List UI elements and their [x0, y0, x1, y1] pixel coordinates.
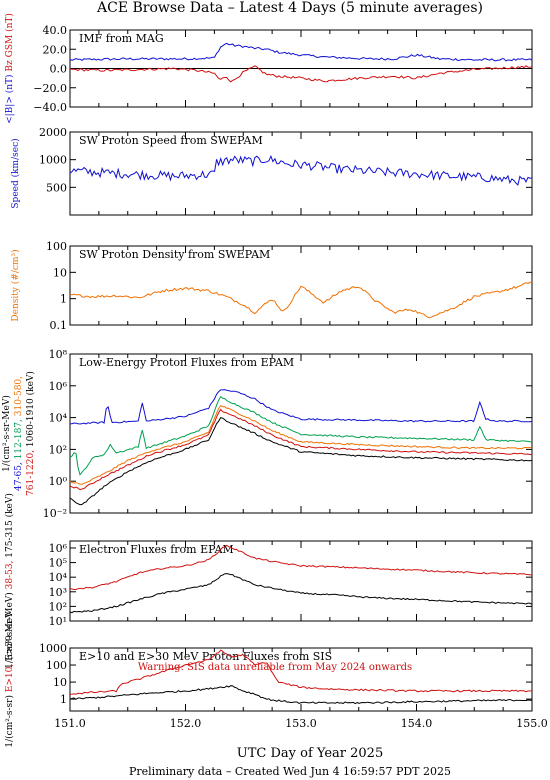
y-tick-label: 10: [53, 676, 67, 689]
y-tick-label: 10¹: [49, 615, 67, 628]
series-line-38-53: [69, 544, 533, 591]
y-tick-label: 10⁻²: [43, 507, 67, 520]
y-tick-label: 2000: [39, 126, 67, 139]
y-tick-label: 10⁴: [49, 412, 68, 425]
y-tick-label: 10⁸: [49, 348, 68, 361]
y-tick-label: 1: [60, 293, 67, 306]
panel-title: Low-Energy Proton Fluxes from EPAM: [79, 356, 294, 369]
panel-title: Electron Fluxes from EPAM: [79, 543, 234, 556]
y-tick-label: 100: [46, 240, 67, 253]
panel-title: E>10 and E>30 MeV Proton Fluxes from SIS: [79, 650, 332, 663]
y-axis-label: 1/(cm²-s-sr-MeV) 38-53, 175-315 (keV): [4, 493, 15, 669]
y-tick-label: 40.0: [43, 24, 68, 37]
y-label-part: 112-187,: [14, 416, 24, 459]
y-axis-label: Speed (km/sec): [10, 138, 21, 208]
panel-1: IMF from MAG −40.0 −20.0 0.0 20.0 40.0 <|B|> (…: [4, 13, 533, 124]
y-tick-label: 10³: [49, 586, 67, 599]
series-line-bz-gsm: [69, 65, 533, 83]
series-line-e-30: [69, 685, 533, 705]
panel-title: IMF from MAG: [79, 32, 164, 45]
y-label-part: Bz GSM (nT): [4, 13, 15, 71]
footer-note: Preliminary data – Created Wed Jun 4 16:…: [129, 765, 451, 778]
x-tick-label: 153.0: [285, 717, 317, 730]
y-tick-label: 10⁴: [49, 571, 68, 584]
plot-frame: [69, 353, 533, 514]
y-axis-label-legend: 761-1220, 1060-1910 (keV): [25, 371, 36, 496]
panel-title: SW Proton Density from SWEPAM: [79, 248, 270, 261]
y-tick-label: 1000: [39, 154, 67, 167]
y-label-part: 38-53,: [5, 558, 15, 590]
x-axis-label: UTC Day of Year 2025: [237, 746, 383, 761]
y-label-part: 310-580,: [14, 376, 24, 416]
y-label-part: 175-315 (keV): [4, 493, 15, 558]
y-label-part: 1/(cm²-s-sr-MeV): [4, 589, 15, 669]
y-tick-label: 10: [53, 266, 67, 279]
series-line-761-1220: [69, 408, 533, 491]
series-line-47-65: [70, 389, 533, 425]
series-line-speed: [69, 154, 533, 186]
y-tick-label: −40.0: [33, 101, 67, 114]
y-tick-label: 1000: [39, 642, 67, 655]
series-line-e-10: [69, 649, 533, 695]
y-tick-label: 10²: [49, 443, 67, 456]
y-label-part: E>10,: [5, 661, 15, 692]
x-tick-label: 151.0: [54, 717, 86, 730]
y-label-part: 1/(cm²-s-sr-MeV): [1, 395, 12, 472]
y-label-part: Speed (km/sec): [10, 138, 21, 208]
panel-title: SW Proton Speed from SWEPAM: [79, 134, 263, 147]
y-tick-label: 20.0: [43, 43, 68, 56]
panel-2: SW Proton Speed from SWEPAM 500 1000 2000 Sp…: [10, 126, 533, 216]
y-tick-label: 1: [60, 693, 67, 706]
series-line-175-315: [69, 573, 533, 614]
y-label-part: <|B|> (nT): [4, 72, 15, 124]
y-label-part: Density (#/cm³): [10, 249, 21, 321]
x-tick-label: 155.0: [516, 717, 548, 730]
y-label-part: 47-65,: [14, 459, 24, 491]
panel-3: SW Proton Density from SWEPAM 0.1 1 10 100 De…: [10, 240, 533, 332]
series-line-1060-1910: [69, 417, 533, 506]
y-label-part: 1060-1910 (keV): [25, 371, 36, 447]
panels-group: IMF from MAG −40.0 −20.0 0.0 20.0 40.0 <|B|> (…: [1, 13, 548, 748]
series-line-310-580: [69, 404, 533, 485]
y-tick-label: 100: [46, 659, 67, 672]
panel-6: E>10 and E>30 MeV Proton Fluxes from SIS…: [4, 611, 548, 748]
y-axis-label: 1/(cm²-s-sr-MeV): [1, 395, 12, 472]
y-tick-label: 0.0: [50, 63, 68, 76]
series-line--b-: [69, 42, 533, 62]
y-tick-label: 0.1: [50, 319, 68, 332]
series-line-density: [69, 281, 533, 319]
warning-annotation: Warning: SIS data unreliable from May 20…: [138, 662, 412, 673]
y-tick-label: 10²: [49, 600, 67, 613]
x-tick-label: 154.0: [401, 717, 433, 730]
y-tick-label: 10⁰: [49, 475, 68, 488]
y-axis-label-legend: 47-65, 112-187, 310-580,: [14, 376, 24, 491]
y-tick-label: 500: [46, 181, 67, 194]
y-label-part: 761-1220,: [26, 447, 36, 496]
panel-4: Low-Energy Proton Fluxes from EPAM 10⁻² 10…: [1, 348, 533, 520]
x-tick-label: 152.0: [170, 717, 202, 730]
y-axis-label: Density (#/cm³): [10, 249, 21, 321]
y-label-part: 1/(cm²-s-sr): [4, 692, 15, 747]
series-line-112-187: [69, 395, 533, 476]
y-tick-label: 10⁶: [49, 542, 68, 555]
y-axis-label: <|B|> (nT) Bz GSM (nT): [4, 13, 15, 124]
y-tick-label: 10⁶: [49, 380, 68, 393]
y-tick-label: −20.0: [33, 82, 67, 95]
figure-title: ACE Browse Data – Latest 4 Days (5 minut…: [96, 0, 483, 16]
y-label-part: E>30 MeV: [5, 611, 15, 661]
y-axis-label: 1/(cm²-s-sr) E>10, E>30 MeV: [4, 611, 15, 748]
y-tick-label: 10⁵: [49, 557, 67, 570]
